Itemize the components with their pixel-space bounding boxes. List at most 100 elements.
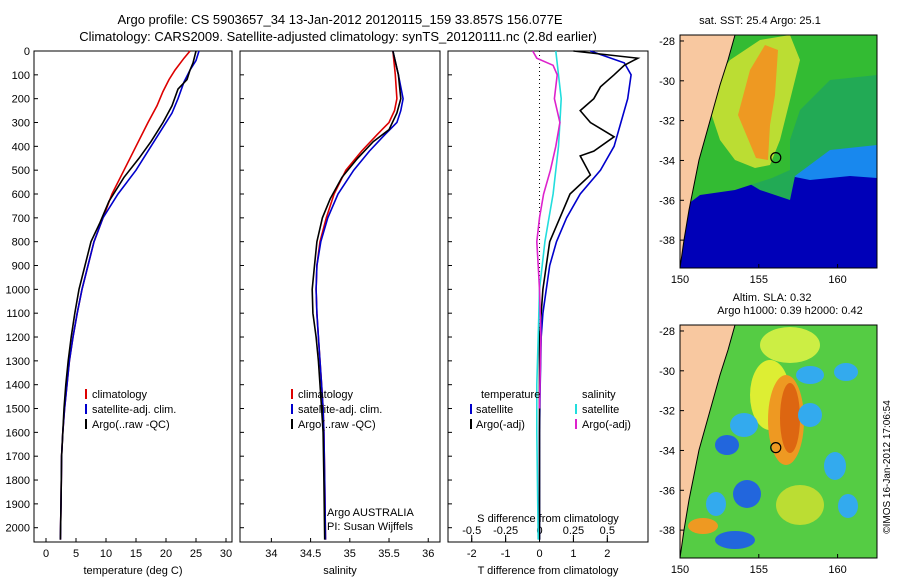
sst-map-axes: 150 155 160 -28 -30 -32 -34 -36 -38 <box>659 36 847 286</box>
map-ytick-label: -30 <box>659 76 675 88</box>
sla-anomaly <box>780 383 800 453</box>
legend-label: satellite <box>582 404 619 416</box>
temperature-xtick-label: 30 <box>220 548 232 560</box>
sst-map-title: sat. SST: 25.4 Argo: 25.1 <box>699 15 821 27</box>
copyright-note: ©IMOS 16-Jan-2012 17:06:54 <box>882 400 893 534</box>
temperature-xlabel: temperature (deg C) <box>83 565 182 577</box>
difference-xtick-label: 0 <box>536 548 542 560</box>
depth-tick-label: 1200 <box>6 332 30 344</box>
sla-map: Altim. SLA: 0.32 Argo h1000: 0.39 h2000:… <box>659 292 878 576</box>
temperature-xtick-label: 25 <box>190 548 202 560</box>
sdiff-tick-label: -0.25 <box>493 525 518 537</box>
salinity-frame <box>239 50 441 543</box>
series-line-s-satellite <box>535 50 563 540</box>
sst-map-frame <box>679 34 878 269</box>
legend-label: Argo(..raw -QC) <box>92 419 170 431</box>
depth-tick-label: 1500 <box>6 404 30 416</box>
difference-frame <box>447 50 649 543</box>
depth-tick-label: 700 <box>12 213 30 225</box>
sst-map: sat. SST: 25.4 Argo: 25.1 150 155 160 -28 -3… <box>659 15 878 286</box>
legend-label: satellite-adj. clim. <box>92 404 176 416</box>
legend-label: climatology <box>92 389 148 401</box>
depth-tick-label: 0 <box>24 46 30 58</box>
map-ytick-label: -38 <box>659 235 675 247</box>
depth-tick-label: 400 <box>12 141 30 153</box>
depth-tick-label: 500 <box>12 165 30 177</box>
map-xtick-label: 160 <box>828 564 846 576</box>
salinity-xlabel: salinity <box>323 565 357 577</box>
temperature-xtick-label: 5 <box>73 548 79 560</box>
map-ytick-label: -32 <box>659 406 675 418</box>
header-line-2: Climatology: CARS2009. Satellite-adjuste… <box>79 29 597 44</box>
legend-label: Argo(..raw -QC) <box>298 419 376 431</box>
map-xtick-label: 160 <box>828 274 846 286</box>
depth-tick-label: 1700 <box>6 451 30 463</box>
legend-label: satellite-adj. clim. <box>298 404 382 416</box>
difference-xtick-label: -1 <box>501 548 511 560</box>
sst-argo-marker <box>770 152 782 164</box>
depth-tick-label: 1400 <box>6 380 30 392</box>
header-line-1: Argo profile: CS 5903657_34 13-Jan-2012 … <box>117 12 562 27</box>
series-line-argo-raw-qc- <box>59 50 197 540</box>
sla-anomaly <box>824 452 846 480</box>
salinity-xtick-label: 35 <box>344 548 356 560</box>
map-ytick-label: -36 <box>659 195 675 207</box>
difference-xtick-label: 1 <box>570 548 576 560</box>
sla-anomaly <box>838 494 858 518</box>
map-xtick-label: 155 <box>750 274 768 286</box>
temperature-xtick-label: 0 <box>43 548 49 560</box>
depth-tick-label: 900 <box>12 261 30 273</box>
depth-tick-label: 2000 <box>6 523 30 535</box>
sla-anomaly <box>715 435 739 455</box>
sla-coastline <box>680 325 736 558</box>
depth-tick-label: 200 <box>12 94 30 106</box>
difference-xtick-label: -2 <box>467 548 477 560</box>
legend-label: Argo(-adj) <box>582 419 631 431</box>
depth-tick-label: 1000 <box>6 284 30 296</box>
sst-orange-region <box>738 45 778 160</box>
temperature-panel: 0 5 10 15 20 25 30 temperature (deg C) 0 100 200 30… <box>6 46 233 577</box>
difference-xlabel: T difference from climatology <box>478 565 619 577</box>
depth-tick-label: 1100 <box>6 308 30 320</box>
legend-label: climatology <box>298 389 354 401</box>
salinity-xtick-label: 34.5 <box>300 548 321 560</box>
depth-tick-label: 1800 <box>6 475 30 487</box>
sla-argo-marker <box>770 442 782 454</box>
difference-xtick-label: 2 <box>604 548 610 560</box>
depth-tick-label: 1300 <box>6 356 30 368</box>
map-ytick-label: -28 <box>659 36 675 48</box>
temperature-xtick-label: 10 <box>100 548 112 560</box>
sla-anomaly <box>730 413 758 437</box>
sla-anomaly <box>715 531 755 549</box>
sla-anomaly <box>834 363 858 381</box>
sla-anomaly <box>733 480 761 508</box>
series-line-t-argo-adj- <box>538 50 641 540</box>
sdiff-tick-label: -0.5 <box>462 525 481 537</box>
depth-tick-label: 1900 <box>6 499 30 511</box>
sst-land <box>680 35 735 268</box>
sla-map-title-2: Argo h1000: 0.39 h2000: 0.42 <box>717 305 863 317</box>
map-xtick-label: 155 <box>750 564 768 576</box>
depth-tick-label: 300 <box>12 118 30 130</box>
sla-map-frame <box>679 324 878 559</box>
map-xtick-label: 150 <box>671 274 689 286</box>
salinity-xtick-label: 35.5 <box>378 548 399 560</box>
map-ytick-label: -30 <box>659 366 675 378</box>
salinity-xtick-label: 36 <box>422 548 434 560</box>
salinity-xtick-label: 34 <box>265 548 277 560</box>
depth-tick-label: 100 <box>12 70 30 82</box>
temperature-frame <box>33 50 233 543</box>
sla-anomaly <box>776 485 824 525</box>
sst-coastline <box>680 35 736 268</box>
series-line-s-argo-adj- <box>532 50 561 409</box>
legend-label: salinity <box>582 389 616 401</box>
sdiff-tick-label: 0.25 <box>563 525 584 537</box>
note-text: Argo AUSTRALIA <box>327 507 414 519</box>
sla-land <box>680 325 735 558</box>
sla-anomaly <box>706 492 726 516</box>
sla-map-title: Altim. SLA: 0.32 <box>733 292 812 304</box>
series-line-argo-raw-qc- <box>311 50 402 540</box>
temperature-xtick-label: 20 <box>160 548 172 560</box>
map-ytick-label: -32 <box>659 116 675 128</box>
